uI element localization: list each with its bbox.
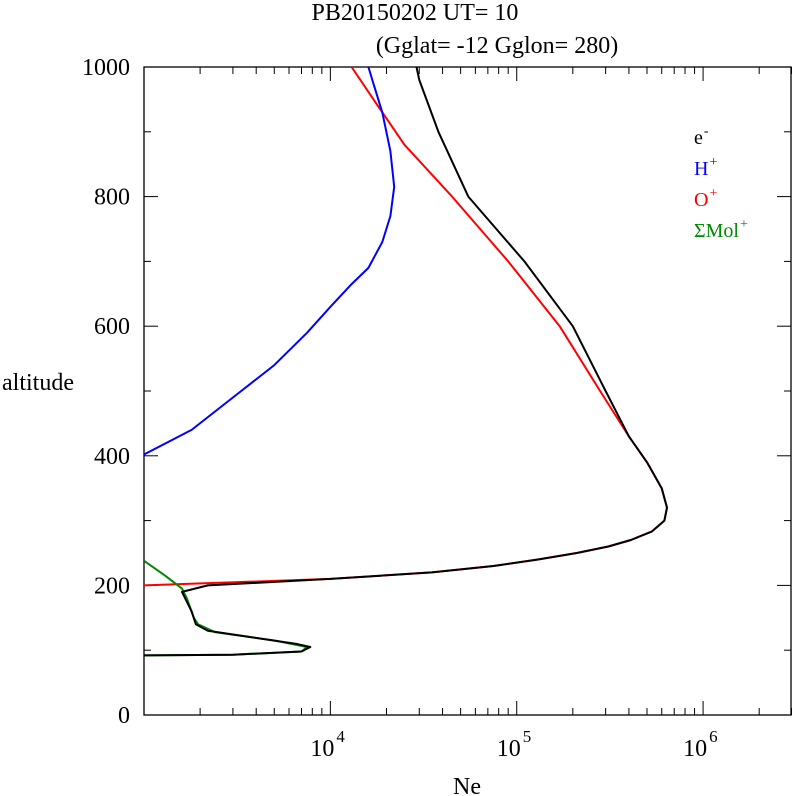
legend-entry: H <box>694 158 708 180</box>
y-tick-label: 1000 <box>82 55 130 81</box>
y-axis-ticks: 0 200 400 600 800 1000 <box>82 55 791 729</box>
x-tick-label: 10 <box>683 736 707 762</box>
x-tick-label: 10 <box>497 736 521 762</box>
x-tick-exponent: 4 <box>336 727 345 746</box>
series-lines <box>144 67 668 657</box>
x-tick-exponent: 6 <box>709 727 718 746</box>
y-tick-label: 800 <box>94 185 130 211</box>
series-line-e <box>144 67 668 657</box>
legend-entry-superscript: + <box>709 186 717 201</box>
chart-subtitle: (Gglat= -12 Gglon= 280) <box>376 33 618 59</box>
legend: e -H +O +ΣMol + <box>694 124 748 242</box>
x-tick-exponent: 5 <box>523 727 532 746</box>
y-tick-label: 400 <box>94 444 130 470</box>
y-tick-label: 600 <box>94 314 130 340</box>
series-line-o <box>144 67 668 587</box>
legend-entry-superscript: + <box>709 155 717 170</box>
legend-entry: e <box>694 127 703 149</box>
legend-entry: ΣMol <box>694 220 739 242</box>
legend-entry: O <box>694 189 708 211</box>
y-tick-label: 0 <box>118 703 130 729</box>
legend-entry-superscript: - <box>704 124 709 139</box>
chart-title: PB20150202 UT= 10 <box>312 0 519 26</box>
x-tick-label: 10 <box>310 736 334 762</box>
series-line-h <box>144 67 396 456</box>
y-axis-label: altitude <box>2 370 74 396</box>
legend-entry-superscript: + <box>740 217 748 232</box>
x-axis-label: Ne <box>453 774 481 796</box>
y-tick-label: 200 <box>94 573 130 599</box>
x-axis-ticks: 10 4 10 5 10 6 <box>143 67 792 762</box>
